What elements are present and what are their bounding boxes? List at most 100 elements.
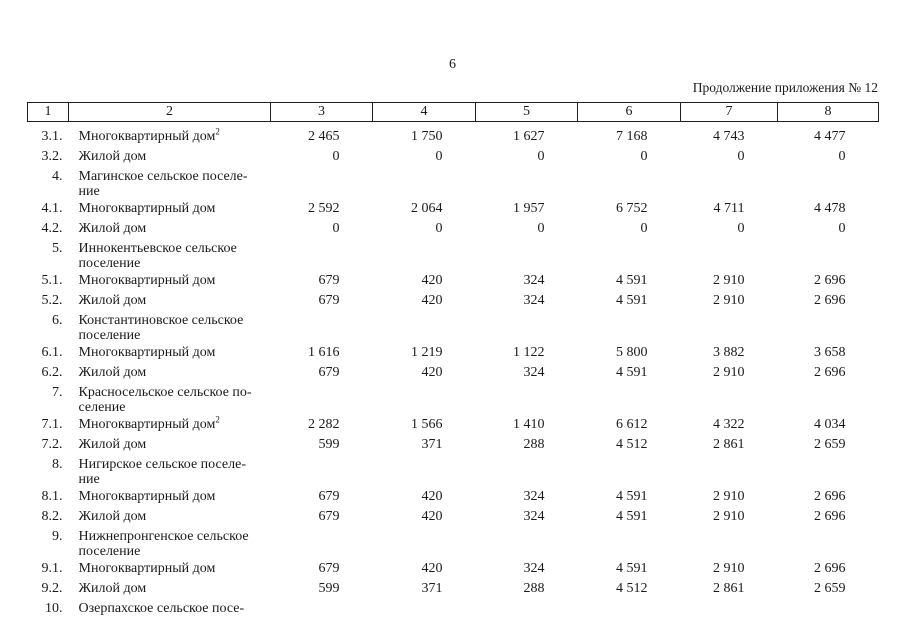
value-cell: 679 [318,489,340,504]
row-label: Многоквартирный дом2 [78,126,220,144]
row-label: Жилой дом [78,293,147,308]
table-row: 5.1. Многоквартирный дом 679 420 324 4 591 2 9… [28,271,879,291]
value-cell: 679 [318,293,340,308]
value-cell: 324 [523,365,545,380]
value-cell [778,311,879,343]
value-cell: 4 591 [616,489,648,504]
value-cell: 679 [318,509,340,524]
value-cell [681,599,778,616]
value-cell [778,383,879,415]
value-cell: 0 [640,221,648,236]
value-cell: 2 910 [713,561,745,576]
table-row: 5.2. Жилой дом 679 420 324 4 591 2 910 2 696 [28,291,879,311]
value-cell: 420 [421,365,443,380]
value-cell [778,599,879,616]
column-number-header: 3 [270,102,373,122]
value-cell [373,167,476,199]
value-cell: 371 [421,581,443,596]
value-cell: 2 696 [814,489,846,504]
value-cell [476,455,578,487]
value-cell [476,383,578,415]
table-body: 3.1. Многоквартирный дом2 2 465 1 750 1 627 7… [28,127,879,616]
table-row: 9.1. Многоквартирный дом 679 420 324 4 591 2 9… [28,559,879,579]
row-number: 8.1. [41,489,63,504]
value-cell: 4 477 [814,129,846,144]
table-row: 9.2. Жилой дом 599 371 288 4 512 2 861 2 659 [28,579,879,599]
value-cell: 4 591 [616,561,648,576]
value-cell: 5 800 [616,345,648,360]
row-number: 8.2. [41,509,63,524]
row-label: Магинское сельское поселе- ние [78,169,248,199]
value-cell: 0 [737,149,745,164]
value-cell [778,527,879,559]
value-cell [373,239,476,271]
column-number-header: 6 [577,102,681,122]
value-cell: 2 696 [814,273,846,288]
value-cell [373,383,476,415]
appendix-table: 1 2 3 4 5 6 7 8 3.1. Многоквартирный дом2… [27,102,879,616]
value-cell: 0 [737,221,745,236]
row-number: 7.2. [41,437,63,452]
row-number: 4.2. [41,221,63,236]
value-cell: 6 612 [616,417,648,432]
value-cell: 2 659 [814,581,846,596]
row-number: 7.1. [41,417,63,432]
value-cell: 4 478 [814,201,846,216]
value-cell: 420 [421,489,443,504]
value-cell: 4 591 [616,293,648,308]
value-cell: 2 861 [713,437,745,452]
value-cell [476,599,578,616]
value-cell: 2 465 [308,129,340,144]
value-cell [476,527,578,559]
value-cell [681,527,778,559]
value-cell: 1 219 [411,345,443,360]
column-number-header: 8 [777,102,879,122]
row-label: Многоквартирный дом [78,273,216,288]
value-cell [578,383,681,415]
value-cell [681,455,778,487]
row-label: Жилой дом [78,509,147,524]
value-cell: 420 [421,561,443,576]
value-cell: 0 [332,149,340,164]
value-cell: 324 [523,293,545,308]
value-cell [778,167,879,199]
value-cell [578,455,681,487]
continuation-note: Продолжение приложения № 12 [692,80,878,95]
value-cell: 2 064 [411,201,443,216]
page-number: 6 [449,57,456,72]
value-cell [271,455,373,487]
value-cell: 420 [421,273,443,288]
column-numbers-row: 1 2 3 4 5 6 7 8 [27,102,879,122]
row-label: Многоквартирный дом [78,489,216,504]
row-label: Жилой дом [78,149,147,164]
row-label: Жилой дом [78,581,147,596]
value-cell: 2 696 [814,561,846,576]
value-cell: 4 512 [616,437,648,452]
row-number: 9. [52,529,63,544]
value-cell [373,311,476,343]
value-cell: 2 910 [713,273,745,288]
value-cell: 4 591 [616,365,648,380]
value-cell: 7 168 [616,129,648,144]
row-label: Нигирское сельское поселе- ние [78,457,247,487]
value-cell [476,167,578,199]
value-cell [271,311,373,343]
row-label: Жилой дом [78,365,147,380]
row-label: Многоквартирный дом [78,345,216,360]
table-row: 3.1. Многоквартирный дом2 2 465 1 750 1 627 7… [28,127,879,147]
value-cell [373,599,476,616]
table-row: 6.1. Многоквартирный дом 1 616 1 219 1 122 5 … [28,343,879,363]
value-cell: 324 [523,489,545,504]
row-number: 3.2. [41,149,63,164]
table-row: 3.2. Жилой дом 0 0 0 0 0 0 [28,147,879,167]
value-cell: 0 [435,149,443,164]
value-cell: 2 592 [308,201,340,216]
row-number: 6.2. [41,365,63,380]
value-cell: 679 [318,365,340,380]
value-cell: 288 [523,437,545,452]
section-row: 7. Красносельское сельское по- селение [28,383,879,415]
section-row: 10. Озерпахское сельское посе- [28,599,879,616]
row-number: 9.1. [41,561,63,576]
section-row: 6. Константиновское сельское поселение [28,311,879,343]
value-cell [578,167,681,199]
